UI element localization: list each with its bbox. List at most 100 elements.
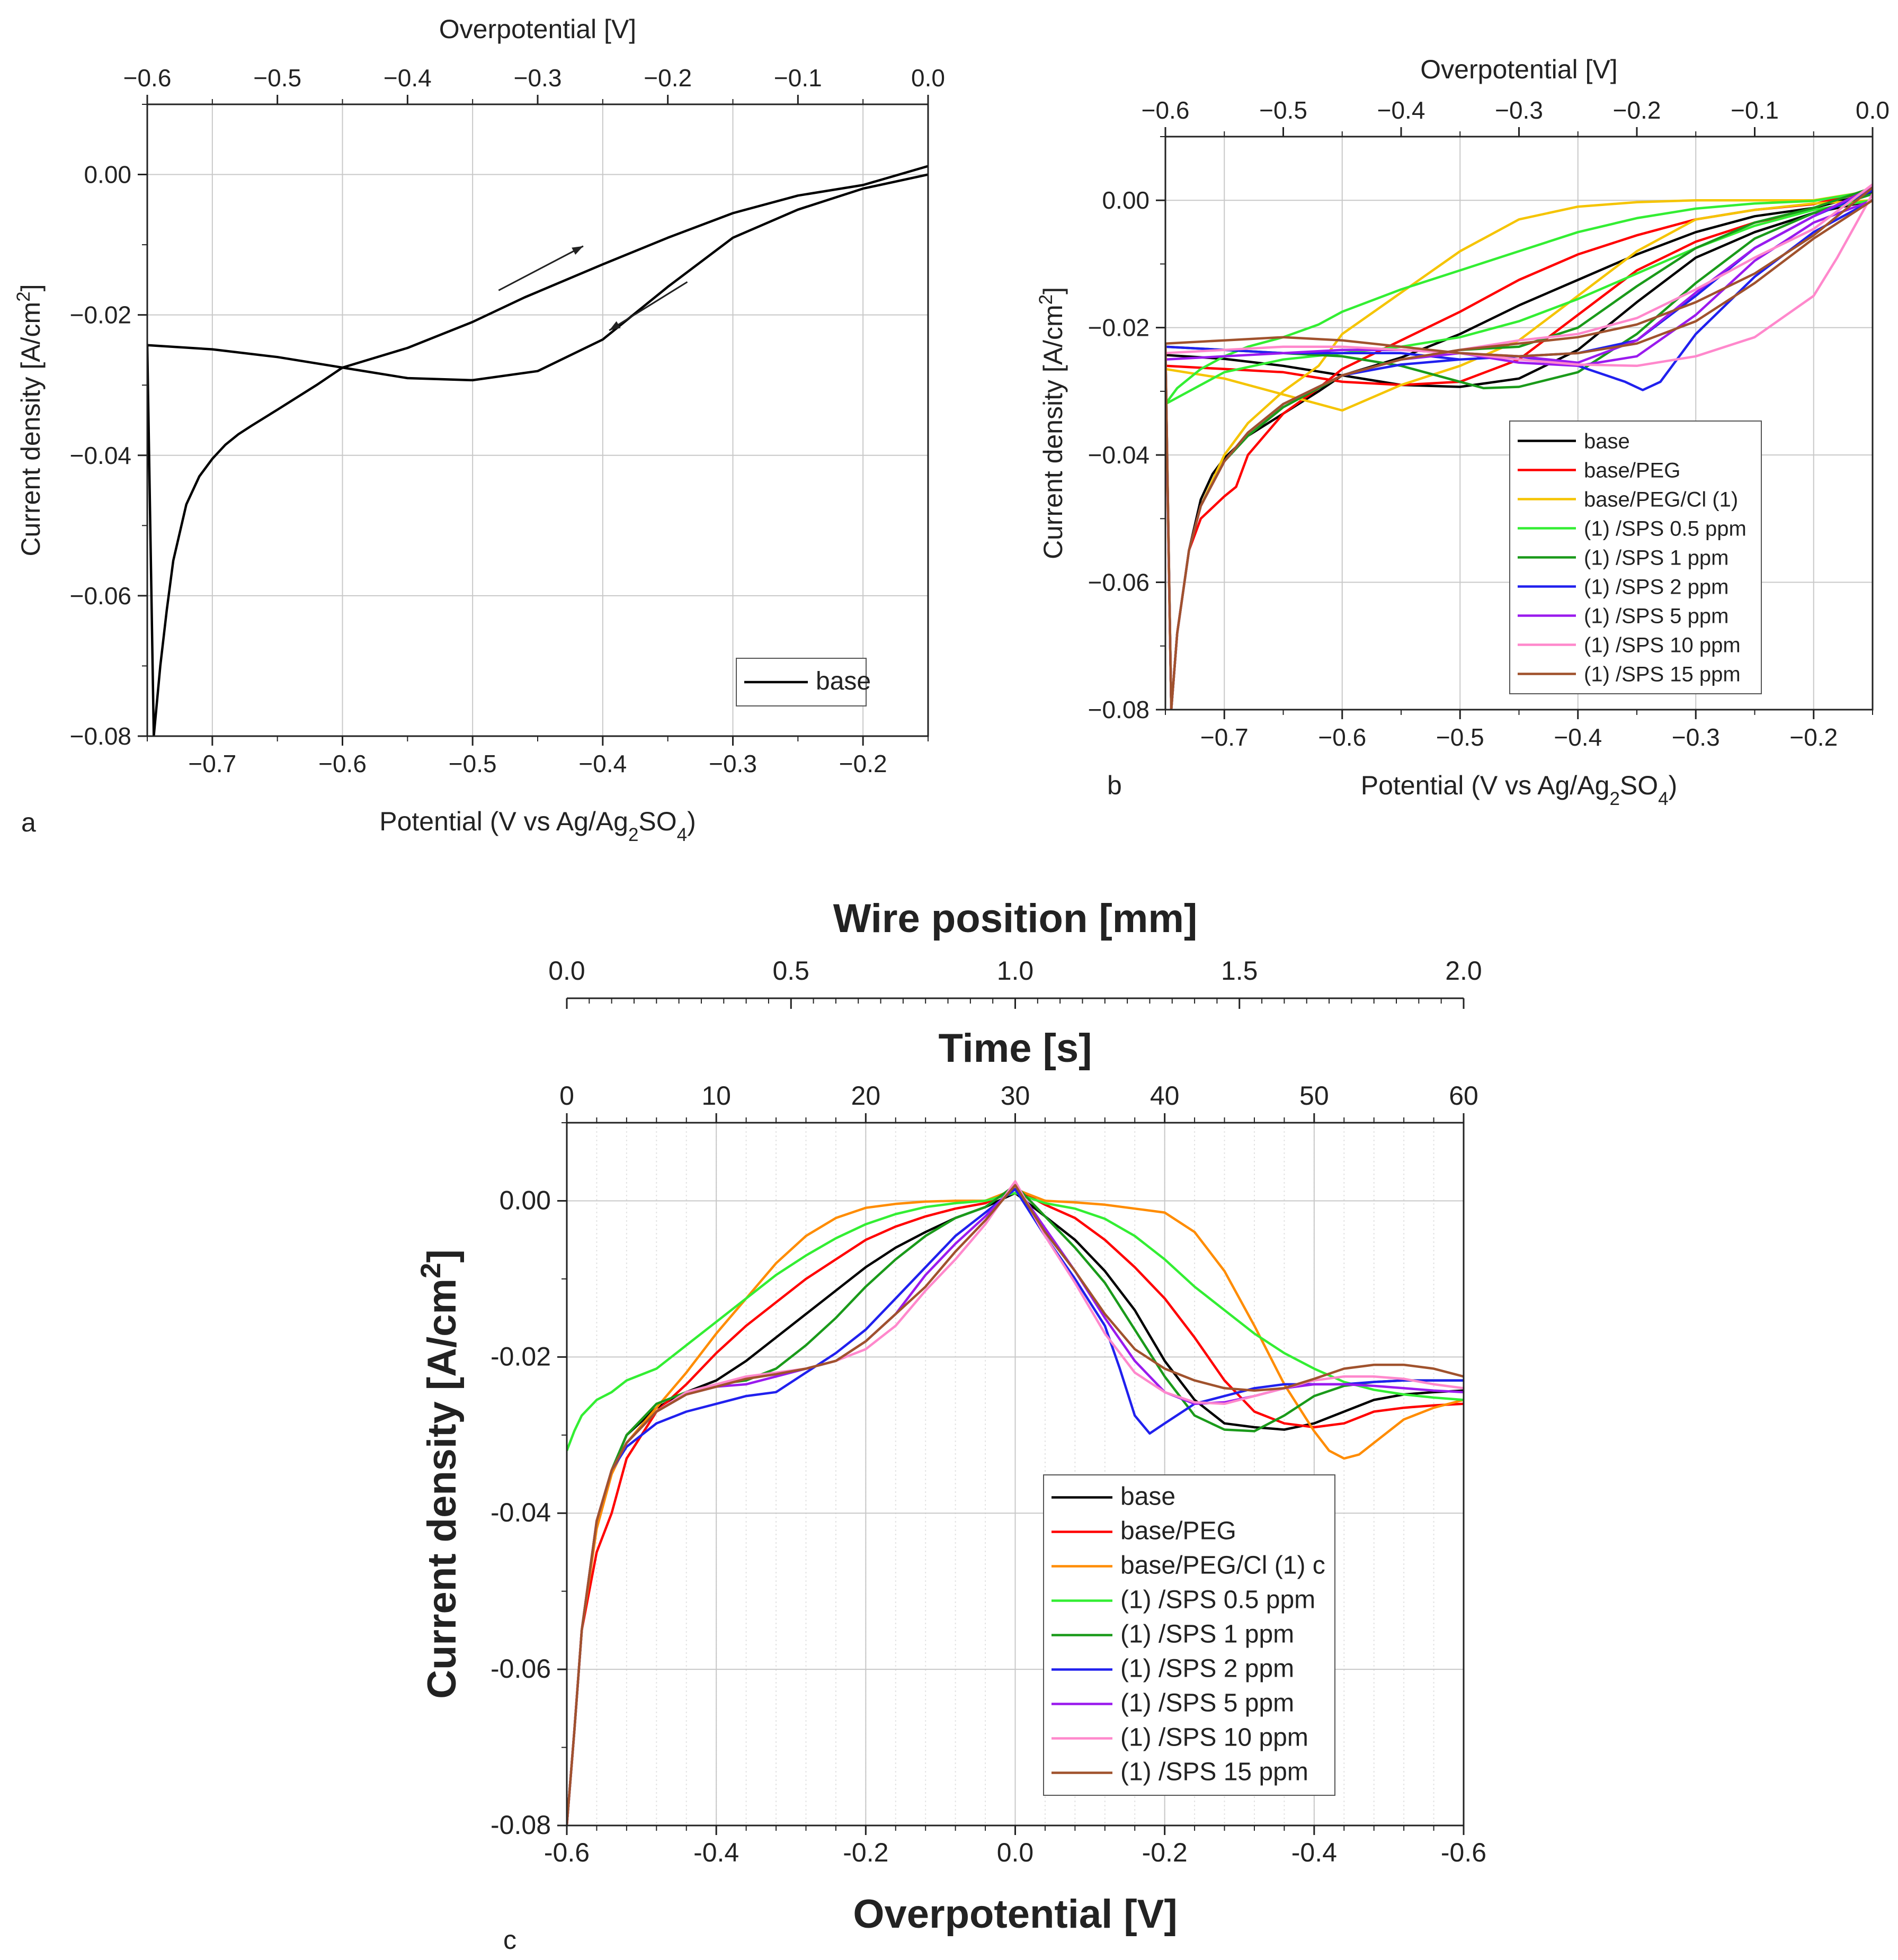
y-tick-label: -0.06 (491, 1654, 551, 1684)
x-tick-label: −0.3 (1672, 723, 1720, 751)
y-tick-label: −0.02 (70, 301, 131, 329)
legend-label-1-sps-10-ppm: (1) /SPS 10 ppm (1584, 634, 1741, 657)
x-axis-title: Potential (V vs Ag/Ag2SO4) (379, 807, 696, 845)
panel-c: -0.6 -0.4 -0.2 0.0 -0.2 -0.4 -0.6-0.08-0.06-0.… (415, 896, 1487, 1937)
top-x-tick-label: −0.5 (253, 64, 301, 92)
x-tick-label: −0.5 (1436, 723, 1484, 751)
top-x-tick-label: −0.3 (514, 64, 562, 92)
top-x-tick-label: −0.2 (644, 64, 692, 92)
top-x-tick-label: −0.6 (123, 64, 172, 92)
y-tick-label: 0.00 (500, 1185, 551, 1215)
wire-axis-title: Wire position [mm] (833, 896, 1198, 941)
top-x-tick-label: 0.0 (911, 64, 945, 92)
top-x-axis-title: Time [s] (938, 1026, 1092, 1071)
x-tick-label: −0.5 (449, 750, 497, 777)
y-tick-label: -0.08 (491, 1810, 551, 1840)
top-x-tick-label: −0.1 (774, 64, 822, 92)
x-axis-title: Potential (V vs Ag/Ag2SO4) (1361, 771, 1678, 809)
top-x-tick-label: −0.1 (1731, 96, 1779, 124)
panel-b: −0.7 −0.6 −0.5 −0.4 −0.3 −0.2 −0.08 −0.06 −0.04 −… (1036, 55, 1890, 809)
top-x-axis-title: Overpotential [V] (439, 14, 636, 44)
wire-tick-label: 0.0 (548, 956, 585, 986)
panel-letter-b: b (1107, 771, 1122, 800)
legend-label-base: base (1120, 1483, 1175, 1511)
top-x-tick-label: 0.0 (1856, 96, 1890, 124)
legend-label-1-sps-10-ppm: (1) /SPS 10 ppm (1120, 1724, 1308, 1752)
x-tick-label: -0.2 (843, 1838, 888, 1867)
y-tick-label: −0.08 (70, 722, 131, 750)
top-x-tick-label: −0.2 (1613, 96, 1661, 124)
wire-tick-label: 2.0 (1445, 956, 1482, 986)
y-axis-title: Current density [A/cm2] (13, 284, 46, 556)
x-tick-label: −0.7 (1200, 723, 1249, 751)
top-x-tick-label: −0.4 (384, 64, 432, 92)
reverse-scan-arrow (609, 281, 688, 332)
x-tick-label: 0.0 (997, 1838, 1034, 1867)
top-x-tick-label: 0 (559, 1081, 574, 1111)
series-line-1-sps-0-5-ppm (567, 1192, 1464, 1452)
x-tick-label: -0.6 (544, 1838, 590, 1867)
legend-label-base: base (816, 667, 871, 695)
x-tick-label: −0.6 (1318, 723, 1366, 751)
y-tick-label: −0.04 (1088, 441, 1150, 469)
wire-tick-label: 0.5 (772, 956, 809, 986)
legend-label-1-sps-0-5-ppm: (1) /SPS 0.5 ppm (1584, 517, 1746, 541)
y-tick-label: 0.00 (1102, 186, 1150, 214)
y-tick-label: −0.06 (70, 582, 131, 610)
legend-label-1-sps-15-ppm: (1) /SPS 15 ppm (1584, 663, 1741, 686)
panel-letter-c: c (503, 1925, 516, 1955)
forward-scan-arrow-head (572, 246, 583, 255)
legend-label-1-sps-2-ppm: (1) /SPS 2 ppm (1584, 576, 1728, 599)
series-line-1-sps-15-ppm (567, 1184, 1464, 1825)
reverse-scan-arrow-head (609, 321, 621, 330)
legend-label-1-sps-2-ppm: (1) /SPS 2 ppm (1120, 1655, 1294, 1683)
legend-label-base: base (1584, 430, 1630, 453)
forward-scan-arrow (498, 245, 584, 291)
legend-label-base-peg-cl-1: base/PEG/Cl (1) (1584, 488, 1738, 512)
y-tick-label: 0.00 (84, 161, 131, 189)
y-tick-label: −0.08 (1088, 696, 1150, 723)
top-x-tick-label: −0.4 (1377, 96, 1425, 124)
series-line-1-sps-15-ppm (1165, 186, 1873, 710)
x-tick-label: −0.2 (1789, 723, 1838, 751)
x-tick-label: −0.3 (709, 750, 757, 777)
panel-a: −0.7 −0.6 −0.5 −0.4 −0.3 −0.2 −0.08 −0.06 −0.04 −… (13, 14, 945, 845)
series-line-base (147, 165, 928, 736)
series-line-1-sps-0-5-ppm (1165, 189, 1873, 406)
panel-letter-a: a (21, 808, 36, 837)
x-tick-label: -0.4 (1291, 1838, 1337, 1867)
x-tick-label: -0.6 (1441, 1838, 1486, 1867)
legend-label-1-sps-0-5-ppm: (1) /SPS 0.5 ppm (1120, 1586, 1315, 1614)
y-axis-title: Current density [A/cm2] (415, 1249, 465, 1699)
y-tick-label: -0.02 (491, 1341, 551, 1371)
legend-label-1-sps-5-ppm: (1) /SPS 5 ppm (1120, 1689, 1294, 1717)
top-x-tick-label: 40 (1150, 1081, 1180, 1111)
top-x-tick-label: 20 (851, 1081, 881, 1111)
top-x-tick-label: −0.5 (1259, 96, 1307, 124)
y-tick-label: −0.02 (1088, 314, 1150, 342)
x-tick-label: −0.4 (1554, 723, 1602, 751)
top-x-tick-label: 60 (1449, 1081, 1478, 1111)
top-x-tick-label: −0.3 (1495, 96, 1543, 124)
top-x-tick-label: 50 (1299, 1081, 1329, 1111)
x-tick-label: −0.7 (188, 750, 236, 777)
series-line-base-peg (1165, 190, 1873, 710)
x-tick-label: -0.2 (1142, 1838, 1188, 1867)
x-tick-label: −0.4 (578, 750, 627, 777)
legend-label-base-peg: base/PEG (1584, 459, 1680, 482)
top-x-tick-label: 30 (1001, 1081, 1030, 1111)
x-tick-label: −0.6 (318, 750, 367, 777)
y-tick-label: −0.04 (70, 442, 131, 469)
y-tick-label: −0.06 (1088, 569, 1150, 596)
top-x-tick-label: −0.6 (1142, 96, 1190, 124)
y-axis-title: Current density [A/cm2] (1036, 287, 1068, 559)
legend-label-base-peg-cl-1-c: base/PEG/Cl (1) c (1120, 1552, 1325, 1580)
legend-label-base-peg: base/PEG (1120, 1517, 1236, 1545)
wire-tick-label: 1.0 (997, 956, 1034, 986)
x-axis-title: Overpotential [V] (853, 1892, 1177, 1937)
top-x-axis-title: Overpotential [V] (1420, 55, 1617, 84)
legend-label-1-sps-1-ppm: (1) /SPS 1 ppm (1120, 1621, 1294, 1649)
legend-label-1-sps-15-ppm: (1) /SPS 15 ppm (1120, 1758, 1308, 1786)
